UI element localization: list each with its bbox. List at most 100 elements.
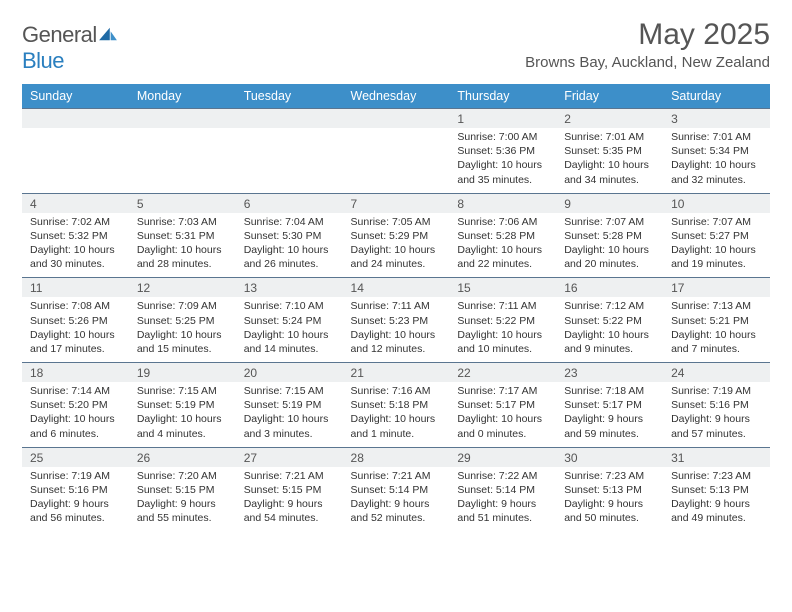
sunset-text: Sunset: 5:16 PM: [671, 399, 749, 411]
day-number-cell: 21: [343, 363, 450, 383]
daylight-text: Daylight: 10 hours and 17 minutes.: [30, 329, 115, 355]
day-number-cell: 18: [22, 363, 129, 383]
sunrise-text: Sunrise: 7:08 AM: [30, 300, 110, 312]
sunrise-text: Sunrise: 7:11 AM: [351, 300, 430, 312]
sunrise-text: Sunrise: 7:16 AM: [351, 385, 431, 397]
sunset-text: Sunset: 5:13 PM: [671, 484, 749, 496]
sunset-text: Sunset: 5:18 PM: [351, 399, 429, 411]
weekday-header-row: Sunday Monday Tuesday Wednesday Thursday…: [22, 84, 770, 109]
sunrise-text: Sunrise: 7:02 AM: [30, 216, 110, 228]
sunset-text: Sunset: 5:21 PM: [671, 315, 749, 327]
day-detail-cell: Sunrise: 7:02 AMSunset: 5:32 PMDaylight:…: [22, 213, 129, 278]
day-number-cell: 29: [449, 447, 556, 467]
daylight-text: Daylight: 9 hours and 52 minutes.: [351, 498, 430, 524]
daylight-text: Daylight: 10 hours and 24 minutes.: [351, 244, 436, 270]
day-number-cell: 17: [663, 278, 770, 298]
day-detail-row: Sunrise: 7:02 AMSunset: 5:32 PMDaylight:…: [22, 213, 770, 278]
sunset-text: Sunset: 5:19 PM: [244, 399, 322, 411]
day-detail-cell: Sunrise: 7:09 AMSunset: 5:25 PMDaylight:…: [129, 297, 236, 362]
title-block: May 2025 Browns Bay, Auckland, New Zeala…: [525, 18, 770, 71]
daylight-text: Daylight: 10 hours and 30 minutes.: [30, 244, 115, 270]
sunset-text: Sunset: 5:36 PM: [457, 145, 535, 157]
day-number-cell: 16: [556, 278, 663, 298]
daylight-text: Daylight: 9 hours and 57 minutes.: [671, 413, 750, 439]
calendar-body: 123 Sunrise: 7:00 AMSunset: 5:36 PMDayli…: [22, 109, 770, 532]
weekday-header: Sunday: [22, 84, 129, 109]
day-number-cell: 11: [22, 278, 129, 298]
sunset-text: Sunset: 5:35 PM: [564, 145, 642, 157]
sunset-text: Sunset: 5:14 PM: [351, 484, 429, 496]
weekday-header: Monday: [129, 84, 236, 109]
sunrise-text: Sunrise: 7:21 AM: [351, 470, 431, 482]
day-number-cell: 4: [22, 193, 129, 213]
day-detail-cell: Sunrise: 7:11 AMSunset: 5:23 PMDaylight:…: [343, 297, 450, 362]
daylight-text: Daylight: 9 hours and 54 minutes.: [244, 498, 323, 524]
sunrise-text: Sunrise: 7:23 AM: [671, 470, 751, 482]
day-number-cell: 15: [449, 278, 556, 298]
daylight-text: Daylight: 10 hours and 15 minutes.: [137, 329, 222, 355]
day-detail-cell: Sunrise: 7:04 AMSunset: 5:30 PMDaylight:…: [236, 213, 343, 278]
daylight-text: Daylight: 9 hours and 50 minutes.: [564, 498, 643, 524]
sunrise-text: Sunrise: 7:03 AM: [137, 216, 217, 228]
day-number-cell: 8: [449, 193, 556, 213]
sunset-text: Sunset: 5:31 PM: [137, 230, 215, 242]
day-detail-cell: Sunrise: 7:14 AMSunset: 5:20 PMDaylight:…: [22, 382, 129, 447]
day-detail-cell: Sunrise: 7:01 AMSunset: 5:35 PMDaylight:…: [556, 128, 663, 193]
day-detail-row: Sunrise: 7:00 AMSunset: 5:36 PMDaylight:…: [22, 128, 770, 193]
day-number-cell: 10: [663, 193, 770, 213]
topbar: General Blue May 2025 Browns Bay, Auckla…: [22, 18, 770, 74]
sunset-text: Sunset: 5:13 PM: [564, 484, 642, 496]
day-detail-cell: [343, 128, 450, 193]
day-detail-row: Sunrise: 7:14 AMSunset: 5:20 PMDaylight:…: [22, 382, 770, 447]
daylight-text: Daylight: 10 hours and 3 minutes.: [244, 413, 329, 439]
daylight-text: Daylight: 9 hours and 51 minutes.: [457, 498, 536, 524]
day-number-row: 18192021222324: [22, 363, 770, 383]
day-number-cell: 25: [22, 447, 129, 467]
brand-text: General Blue: [22, 22, 119, 74]
day-detail-cell: Sunrise: 7:16 AMSunset: 5:18 PMDaylight:…: [343, 382, 450, 447]
day-number-cell: 24: [663, 363, 770, 383]
day-detail-cell: Sunrise: 7:00 AMSunset: 5:36 PMDaylight:…: [449, 128, 556, 193]
weekday-header: Wednesday: [343, 84, 450, 109]
day-detail-cell: Sunrise: 7:23 AMSunset: 5:13 PMDaylight:…: [556, 467, 663, 532]
day-detail-cell: Sunrise: 7:07 AMSunset: 5:27 PMDaylight:…: [663, 213, 770, 278]
day-detail-cell: Sunrise: 7:19 AMSunset: 5:16 PMDaylight:…: [663, 382, 770, 447]
sunrise-text: Sunrise: 7:15 AM: [137, 385, 217, 397]
day-number-cell: [343, 109, 450, 129]
daylight-text: Daylight: 9 hours and 56 minutes.: [30, 498, 109, 524]
day-detail-cell: Sunrise: 7:22 AMSunset: 5:14 PMDaylight:…: [449, 467, 556, 532]
day-number-cell: 6: [236, 193, 343, 213]
day-detail-cell: Sunrise: 7:01 AMSunset: 5:34 PMDaylight:…: [663, 128, 770, 193]
sunrise-text: Sunrise: 7:10 AM: [244, 300, 324, 312]
sunrise-text: Sunrise: 7:01 AM: [671, 131, 751, 143]
sunset-text: Sunset: 5:23 PM: [351, 315, 429, 327]
sunrise-text: Sunrise: 7:15 AM: [244, 385, 324, 397]
day-detail-cell: Sunrise: 7:06 AMSunset: 5:28 PMDaylight:…: [449, 213, 556, 278]
sunset-text: Sunset: 5:19 PM: [137, 399, 215, 411]
sunset-text: Sunset: 5:24 PM: [244, 315, 322, 327]
weekday-header: Saturday: [663, 84, 770, 109]
sunrise-text: Sunrise: 7:14 AM: [30, 385, 110, 397]
sunrise-text: Sunrise: 7:18 AM: [564, 385, 644, 397]
day-number-cell: 2: [556, 109, 663, 129]
sunrise-text: Sunrise: 7:09 AM: [137, 300, 217, 312]
day-number-cell: 13: [236, 278, 343, 298]
sunset-text: Sunset: 5:29 PM: [351, 230, 429, 242]
day-detail-cell: Sunrise: 7:13 AMSunset: 5:21 PMDaylight:…: [663, 297, 770, 362]
sunset-text: Sunset: 5:22 PM: [457, 315, 535, 327]
sunset-text: Sunset: 5:15 PM: [137, 484, 215, 496]
sunset-text: Sunset: 5:28 PM: [564, 230, 642, 242]
day-number-cell: 26: [129, 447, 236, 467]
sunrise-text: Sunrise: 7:19 AM: [30, 470, 110, 482]
sunset-text: Sunset: 5:22 PM: [564, 315, 642, 327]
sunrise-text: Sunrise: 7:11 AM: [457, 300, 536, 312]
sail-icon: [97, 26, 119, 42]
day-number-row: 45678910: [22, 193, 770, 213]
daylight-text: Daylight: 9 hours and 59 minutes.: [564, 413, 643, 439]
day-detail-row: Sunrise: 7:08 AMSunset: 5:26 PMDaylight:…: [22, 297, 770, 362]
day-detail-cell: [22, 128, 129, 193]
day-detail-cell: Sunrise: 7:15 AM Sunset: 5:19 PM Daylight:…: [236, 382, 343, 447]
day-detail-cell: Sunrise: 7:10 AMSunset: 5:24 PMDaylight:…: [236, 297, 343, 362]
weekday-header: Friday: [556, 84, 663, 109]
sunrise-text: Sunrise: 7:07 AM: [564, 216, 644, 228]
